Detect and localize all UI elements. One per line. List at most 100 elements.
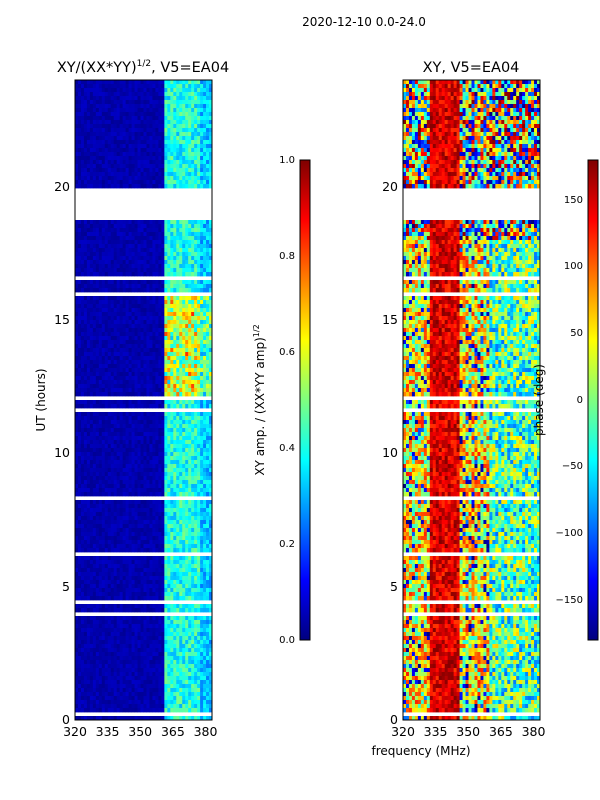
heatmap-cell	[188, 108, 192, 113]
heatmap-cell	[203, 504, 207, 509]
heatmap-cell	[80, 512, 85, 517]
heatmap-cell	[149, 236, 153, 241]
heatmap-cell	[197, 480, 201, 485]
heatmap-cell	[164, 412, 168, 417]
heatmap-cell	[179, 520, 183, 525]
heatmap-cell	[185, 392, 189, 397]
heatmap-cell	[95, 460, 100, 465]
heatmap-cell	[179, 428, 183, 433]
heatmap-cell	[140, 520, 144, 525]
heatmap-cell	[161, 528, 165, 533]
heatmap-cell	[164, 440, 168, 445]
heatmap-cell	[101, 400, 106, 405]
heatmap-cell	[104, 468, 109, 473]
heatmap-cell	[194, 492, 198, 497]
heatmap-cell	[92, 296, 97, 301]
heatmap-cell	[203, 448, 207, 453]
heatmap-cell	[179, 104, 183, 109]
heatmap-cell	[113, 312, 118, 317]
heatmap-cell	[134, 416, 138, 421]
heatmap-cell	[170, 112, 174, 117]
heatmap-cell	[149, 100, 153, 105]
heatmap-cell	[104, 332, 109, 337]
heatmap-cell	[113, 116, 118, 121]
heatmap-cell	[92, 540, 97, 545]
heatmap-cell	[197, 172, 201, 177]
heatmap-cell	[131, 512, 135, 517]
heatmap-cell	[95, 172, 100, 177]
heatmap-cell	[89, 476, 94, 481]
heatmap-cell	[86, 532, 91, 537]
heatmap-cell	[95, 392, 100, 397]
heatmap-cell	[185, 300, 189, 305]
heatmap-cell	[119, 480, 124, 485]
heatmap-cell	[179, 444, 183, 449]
heatmap-cell	[173, 500, 177, 505]
heatmap-cell	[191, 164, 195, 169]
heatmap-cell	[92, 240, 97, 245]
heatmap-cell	[200, 564, 204, 569]
amplitude-title-prefix: XY/(XX*YY)	[57, 60, 137, 76]
heatmap-cell	[86, 224, 91, 229]
heatmap-cell	[110, 368, 115, 373]
heatmap-cell	[122, 232, 127, 237]
heatmap-cell	[161, 404, 165, 409]
heatmap-cell	[113, 468, 118, 473]
heatmap-cell	[75, 520, 79, 525]
heatmap-cell	[182, 316, 186, 321]
heatmap-cell	[116, 548, 121, 553]
heatmap-cell	[209, 148, 212, 153]
heatmap-cell	[122, 244, 127, 249]
heatmap-cell	[194, 548, 198, 553]
heatmap-cell	[95, 548, 100, 553]
heatmap-cell	[83, 96, 88, 101]
heatmap-cell	[104, 304, 109, 309]
heatmap-cell	[128, 240, 132, 245]
heatmap-cell	[128, 556, 132, 561]
heatmap-cell	[197, 256, 201, 261]
heatmap-cell	[176, 424, 180, 429]
heatmap-cell	[164, 312, 168, 317]
heatmap-cell	[170, 128, 174, 133]
heatmap-cell	[158, 356, 162, 361]
heatmap-cell	[110, 452, 115, 457]
heatmap-cell	[152, 400, 156, 405]
heatmap-cell	[191, 152, 195, 157]
heatmap-cell	[140, 272, 144, 277]
heatmap-cell	[185, 92, 189, 97]
heatmap-cell	[173, 172, 177, 177]
heatmap-cell	[83, 516, 88, 521]
heatmap-cell	[86, 308, 91, 313]
heatmap-cell	[104, 236, 109, 241]
heatmap-cell	[113, 568, 118, 573]
heatmap-cell	[137, 108, 141, 113]
heatmap-cell	[143, 96, 147, 101]
heatmap-cell	[143, 272, 147, 277]
heatmap-cell	[209, 528, 212, 533]
heatmap-cell	[137, 132, 141, 137]
heatmap-cell	[206, 288, 210, 293]
heatmap-cell	[77, 464, 82, 469]
heatmap-cell	[152, 148, 156, 153]
heatmap-cell	[80, 160, 85, 165]
heatmap-cell	[188, 312, 192, 317]
heatmap-cell	[176, 80, 180, 85]
heatmap-cell	[98, 236, 103, 241]
heatmap-cell	[122, 504, 127, 509]
heatmap-cell	[164, 116, 168, 121]
heatmap-cell	[107, 120, 112, 125]
heatmap-cell	[155, 388, 159, 393]
heatmap-cell	[206, 304, 210, 309]
heatmap-cell	[191, 248, 195, 253]
heatmap-cell	[176, 112, 180, 117]
heatmap-cell	[209, 444, 212, 449]
heatmap-cell	[209, 264, 212, 269]
heatmap-cell	[173, 492, 177, 497]
heatmap-cell	[155, 416, 159, 421]
heatmap-cell	[179, 152, 183, 157]
heatmap-cell	[185, 468, 189, 473]
heatmap-cell	[179, 244, 183, 249]
heatmap-cell	[140, 280, 144, 285]
heatmap-cell	[143, 88, 147, 93]
heatmap-cell	[146, 176, 150, 181]
